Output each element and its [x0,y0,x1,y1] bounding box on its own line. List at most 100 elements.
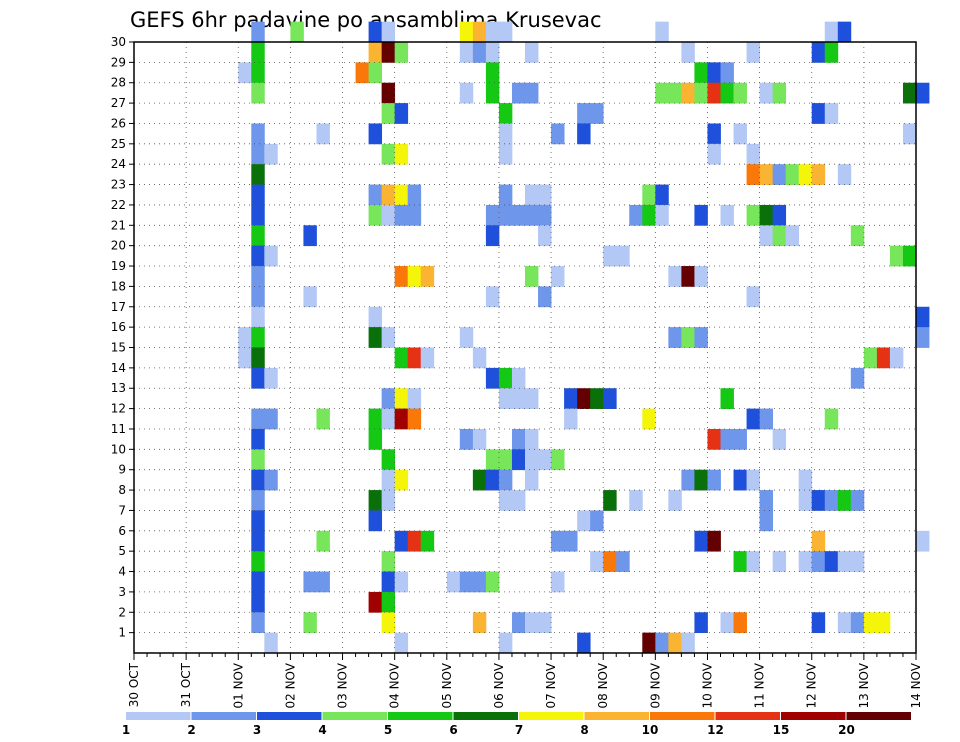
heatmap-cell [759,82,774,104]
heatmap-cell [707,123,721,145]
heatmap-cell [368,408,383,430]
heatmap-cell [485,469,500,491]
heatmap-cell [707,143,721,165]
heatmap-cell [811,164,826,185]
y-tick-label: 15 [111,341,126,355]
colorbar-segment [715,712,780,720]
heatmap-cell [889,245,904,267]
heatmap-cell [381,21,396,43]
heatmap-cell [394,184,409,206]
heatmap-cell [368,591,383,613]
heatmap-cell [251,571,265,593]
heatmap-cell [824,42,839,63]
heatmap-cell [407,530,422,552]
heatmap-cell [251,347,265,369]
heatmap-cell [381,551,396,572]
heatmap-cell [511,612,526,634]
heatmap-cell [603,245,617,267]
heatmap-cell [655,204,669,226]
heatmap-cell [772,428,787,450]
y-tick-label: 4 [118,565,126,579]
heatmap-cell [498,204,513,226]
colorbar-label: 8 [580,723,588,737]
heatmap-cell [446,571,461,593]
heatmap-cell [837,164,852,185]
y-tick-label: 13 [111,381,126,395]
colorbar-segment [584,712,649,720]
heatmap-cell [394,632,409,654]
heatmap-cell [394,408,409,430]
heatmap-cell [733,551,747,572]
heatmap-cell [251,612,265,634]
heatmap-cell [264,632,278,654]
heatmap-cell [837,490,852,511]
heatmap-cell [251,449,265,471]
heatmap-cell [564,530,578,552]
heatmap-cell [316,123,330,145]
colorbar-label: 12 [707,723,724,737]
heatmap-cell [746,286,760,308]
heatmap-cell [785,164,800,185]
heatmap-cell [772,204,787,226]
heatmap-cell [264,408,278,430]
heatmap-cell [381,490,396,511]
colorbar-label: 15 [773,723,790,737]
heatmap-cell [577,103,591,124]
heatmap-cell [916,327,930,348]
heatmap-cell [590,551,604,572]
heatmap-cell [525,388,539,409]
heatmap-cell [355,62,369,84]
heatmap-cell [720,612,734,634]
colorbar-label: 2 [187,723,195,737]
heatmap-cell [381,143,396,165]
heatmap-cell [498,123,513,145]
colorbar-segment [126,712,191,720]
heatmap-cell [538,612,552,634]
x-tick-label: 08 NOV [596,662,610,708]
heatmap-cell [785,225,800,247]
heatmap-cell [303,286,317,308]
heatmap-cell [681,632,695,654]
x-axis: 30 OCT 31 OCT 01 NOV 02 NOV 03 NOV 04 NOV 05 N… [127,653,923,709]
heatmap-cell [707,62,721,84]
heatmap-cell [394,388,409,409]
heatmap-cell [551,266,565,287]
heatmap-cell [394,42,409,63]
heatmap-cell [381,591,396,613]
heatmap-cell [525,204,539,226]
heatmap-cell [577,123,591,145]
x-tick-label: 03 NOV [336,662,350,708]
heatmap-cell [251,266,265,287]
heatmap-cell [251,245,265,267]
heatmap-cell [394,266,409,287]
heatmap-cell [876,612,891,634]
heatmap-cell [538,204,552,226]
y-tick-label: 22 [111,198,126,212]
heatmap-cell [746,42,760,63]
x-tick-label: 02 NOV [283,662,297,708]
heatmap-cell [264,367,278,389]
heatmap-cell [551,123,565,145]
y-tick-label: 10 [111,442,126,456]
heatmap-cell [746,143,760,165]
heatmap-cell [824,490,839,511]
heatmap-cell [368,123,383,145]
heatmap-cell [629,204,643,226]
heatmap-cell [538,286,552,308]
heatmap-cell [485,42,500,63]
y-tick-label: 28 [111,76,126,90]
heatmap-cell [733,469,747,491]
heatmap-cell [472,571,487,593]
heatmap-cell [498,184,513,206]
heatmap-cell [238,327,252,348]
y-tick-label: 18 [111,279,126,293]
heatmap-cell [381,42,396,63]
heatmap-cell [407,408,422,430]
heatmap-cells [238,21,930,654]
colorbar-segment [519,712,584,720]
y-tick-label: 11 [111,422,126,436]
colorbar-label: 4 [318,723,326,737]
heatmap-cell [733,123,747,145]
heatmap-cell [251,408,265,430]
heatmap-cell [459,42,474,63]
